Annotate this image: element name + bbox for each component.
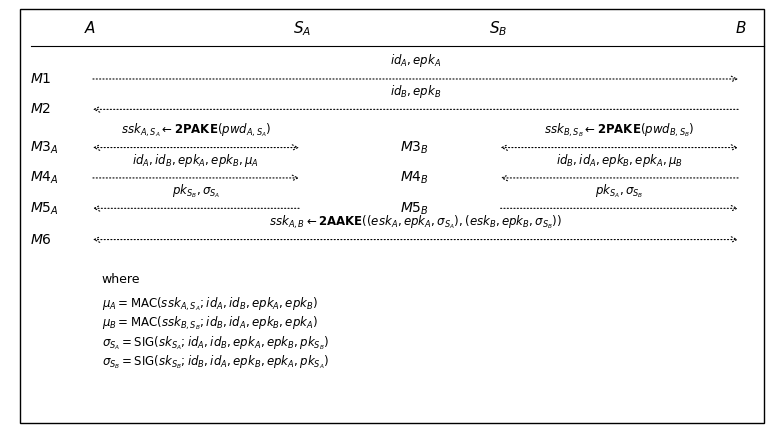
Text: $\sigma_{S_A} = \mathrm{SIG}(sk_{S_A}; id_A, id_B, epk_A, epk_B, pk_{S_B})$: $\sigma_{S_A} = \mathrm{SIG}(sk_{S_A}; i…: [102, 334, 329, 352]
Text: $M3_B$: $M3_B$: [400, 139, 429, 156]
Text: $B$: $B$: [735, 20, 746, 36]
Text: $ssk_{A,B} \leftarrow \mathbf{2AAKE}((esk_A, epk_A, \sigma_{S_A}),(esk_B, epk_B,: $ssk_{A,B} \leftarrow \mathbf{2AAKE}((es…: [269, 214, 562, 231]
Text: $id_A, id_B, epk_A, epk_B, \mu_A$: $id_A, id_B, epk_A, epk_B, \mu_A$: [132, 152, 260, 169]
Text: where: where: [102, 273, 140, 286]
Text: $id_A, epk_A$: $id_A, epk_A$: [390, 53, 441, 69]
Text: $M4_B$: $M4_B$: [400, 170, 429, 186]
Text: $M5_B$: $M5_B$: [400, 200, 429, 217]
Text: $pk_{S_B}, \sigma_{S_A}$: $pk_{S_B}, \sigma_{S_A}$: [172, 182, 220, 200]
Text: $S_A$: $S_A$: [292, 19, 311, 38]
Text: $ssk_{B,S_B} \leftarrow \mathbf{2PAKE}(pwd_{B,S_B})$: $ssk_{B,S_B} \leftarrow \mathbf{2PAKE}(p…: [544, 122, 695, 139]
Text: $A$: $A$: [84, 20, 96, 36]
Text: $\mu_A = \mathrm{MAC}(ssk_{A,S_A}; id_A, id_B, epk_A, epk_B)$: $\mu_A = \mathrm{MAC}(ssk_{A,S_A}; id_A,…: [102, 295, 318, 312]
Text: $\sigma_{S_B} = \mathrm{SIG}(sk_{S_B}; id_B, id_A, epk_B, epk_A, pk_{S_A})$: $\sigma_{S_B} = \mathrm{SIG}(sk_{S_B}; i…: [102, 354, 329, 371]
Text: $M5_A$: $M5_A$: [30, 200, 59, 217]
Text: $M3_A$: $M3_A$: [30, 139, 59, 156]
Text: $M2$: $M2$: [30, 102, 51, 116]
Text: $\mu_B = \mathrm{MAC}(ssk_{B,S_B}; id_B, id_A, epk_B, epk_A)$: $\mu_B = \mathrm{MAC}(ssk_{B,S_B}; id_B,…: [102, 315, 318, 332]
Text: $ssk_{A,S_A} \leftarrow \mathbf{2PAKE}(pwd_{A,S_A})$: $ssk_{A,S_A} \leftarrow \mathbf{2PAKE}(p…: [121, 122, 271, 139]
Text: $M4_A$: $M4_A$: [30, 170, 59, 186]
Text: $id_B, id_A, epk_B, epk_A, \mu_B$: $id_B, id_A, epk_B, epk_A, \mu_B$: [556, 152, 683, 169]
Text: $pk_{S_A}, \sigma_{S_B}$: $pk_{S_A}, \sigma_{S_B}$: [595, 182, 644, 200]
Text: $id_B, epk_B$: $id_B, epk_B$: [390, 83, 441, 100]
Text: $S_B$: $S_B$: [488, 19, 507, 38]
Text: $M1$: $M1$: [30, 72, 52, 86]
Text: $M6$: $M6$: [30, 233, 52, 247]
